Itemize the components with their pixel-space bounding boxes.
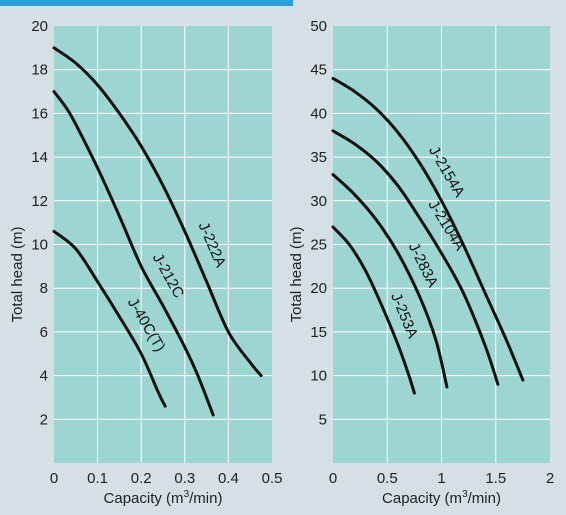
curve-j-222a <box>52 46 263 378</box>
y-tick-label: 25 <box>310 237 327 254</box>
y-tick-label: 35 <box>310 149 327 166</box>
x-tick-label: 2 <box>546 470 554 487</box>
y-tick-label: 8 <box>40 280 48 297</box>
x-tick-label: 0.5 <box>377 470 398 487</box>
y-tick-label: 20 <box>310 280 327 297</box>
curve-j-212c <box>52 90 215 417</box>
y-tick-label: 10 <box>31 237 48 254</box>
y-tick-label: 6 <box>40 324 48 341</box>
y-tick-label: 20 <box>31 18 48 35</box>
x-tick-label: 0.5 <box>262 470 283 487</box>
y-tick-label: 18 <box>31 62 48 79</box>
x-tick-label: 1.5 <box>485 470 506 487</box>
x-axis-title: Capacity (m3/min) <box>104 489 223 507</box>
x-tick-label: 0.2 <box>131 470 152 487</box>
y-axis-title: Total head (m) <box>9 227 26 323</box>
curve-j-2104a <box>331 129 500 386</box>
y-tick-label: 50 <box>310 18 327 35</box>
y-tick-label: 14 <box>31 149 48 166</box>
y-tick-label: 4 <box>40 368 48 385</box>
x-tick-label: 1 <box>437 470 445 487</box>
x-tick-label: 0.1 <box>87 470 108 487</box>
y-tick-label: 30 <box>310 193 327 210</box>
curve-j-2154a <box>331 76 525 382</box>
curve-j-283a <box>331 173 449 389</box>
x-tick-label: 0.3 <box>174 470 195 487</box>
y-axis-title: Total head (m) <box>288 227 305 323</box>
x-tick-label: 0.4 <box>218 470 239 487</box>
y-tick-label: 12 <box>31 193 48 210</box>
x-axis-title: Capacity (m3/min) <box>382 489 501 507</box>
curve-j-40c-t- <box>52 229 167 408</box>
y-tick-label: 45 <box>310 62 327 79</box>
chart-1: 0 0.1 0.2 0.3 0.4 0.5 2 4 6 8 10 12 14 16 18 20 Capacity… <box>9 18 282 507</box>
y-tick-label: 10 <box>310 368 327 385</box>
y-tick-label: 40 <box>310 105 327 122</box>
curve-j-253a <box>331 225 416 395</box>
y-tick-label: 5 <box>319 411 327 428</box>
x-tick-label: 0 <box>50 470 58 487</box>
y-tick-label: 16 <box>31 105 48 122</box>
y-tick-label: 2 <box>40 411 48 428</box>
y-tick-label: 15 <box>310 324 327 341</box>
header-accent-bar <box>0 0 293 6</box>
x-tick-label: 0 <box>329 470 337 487</box>
